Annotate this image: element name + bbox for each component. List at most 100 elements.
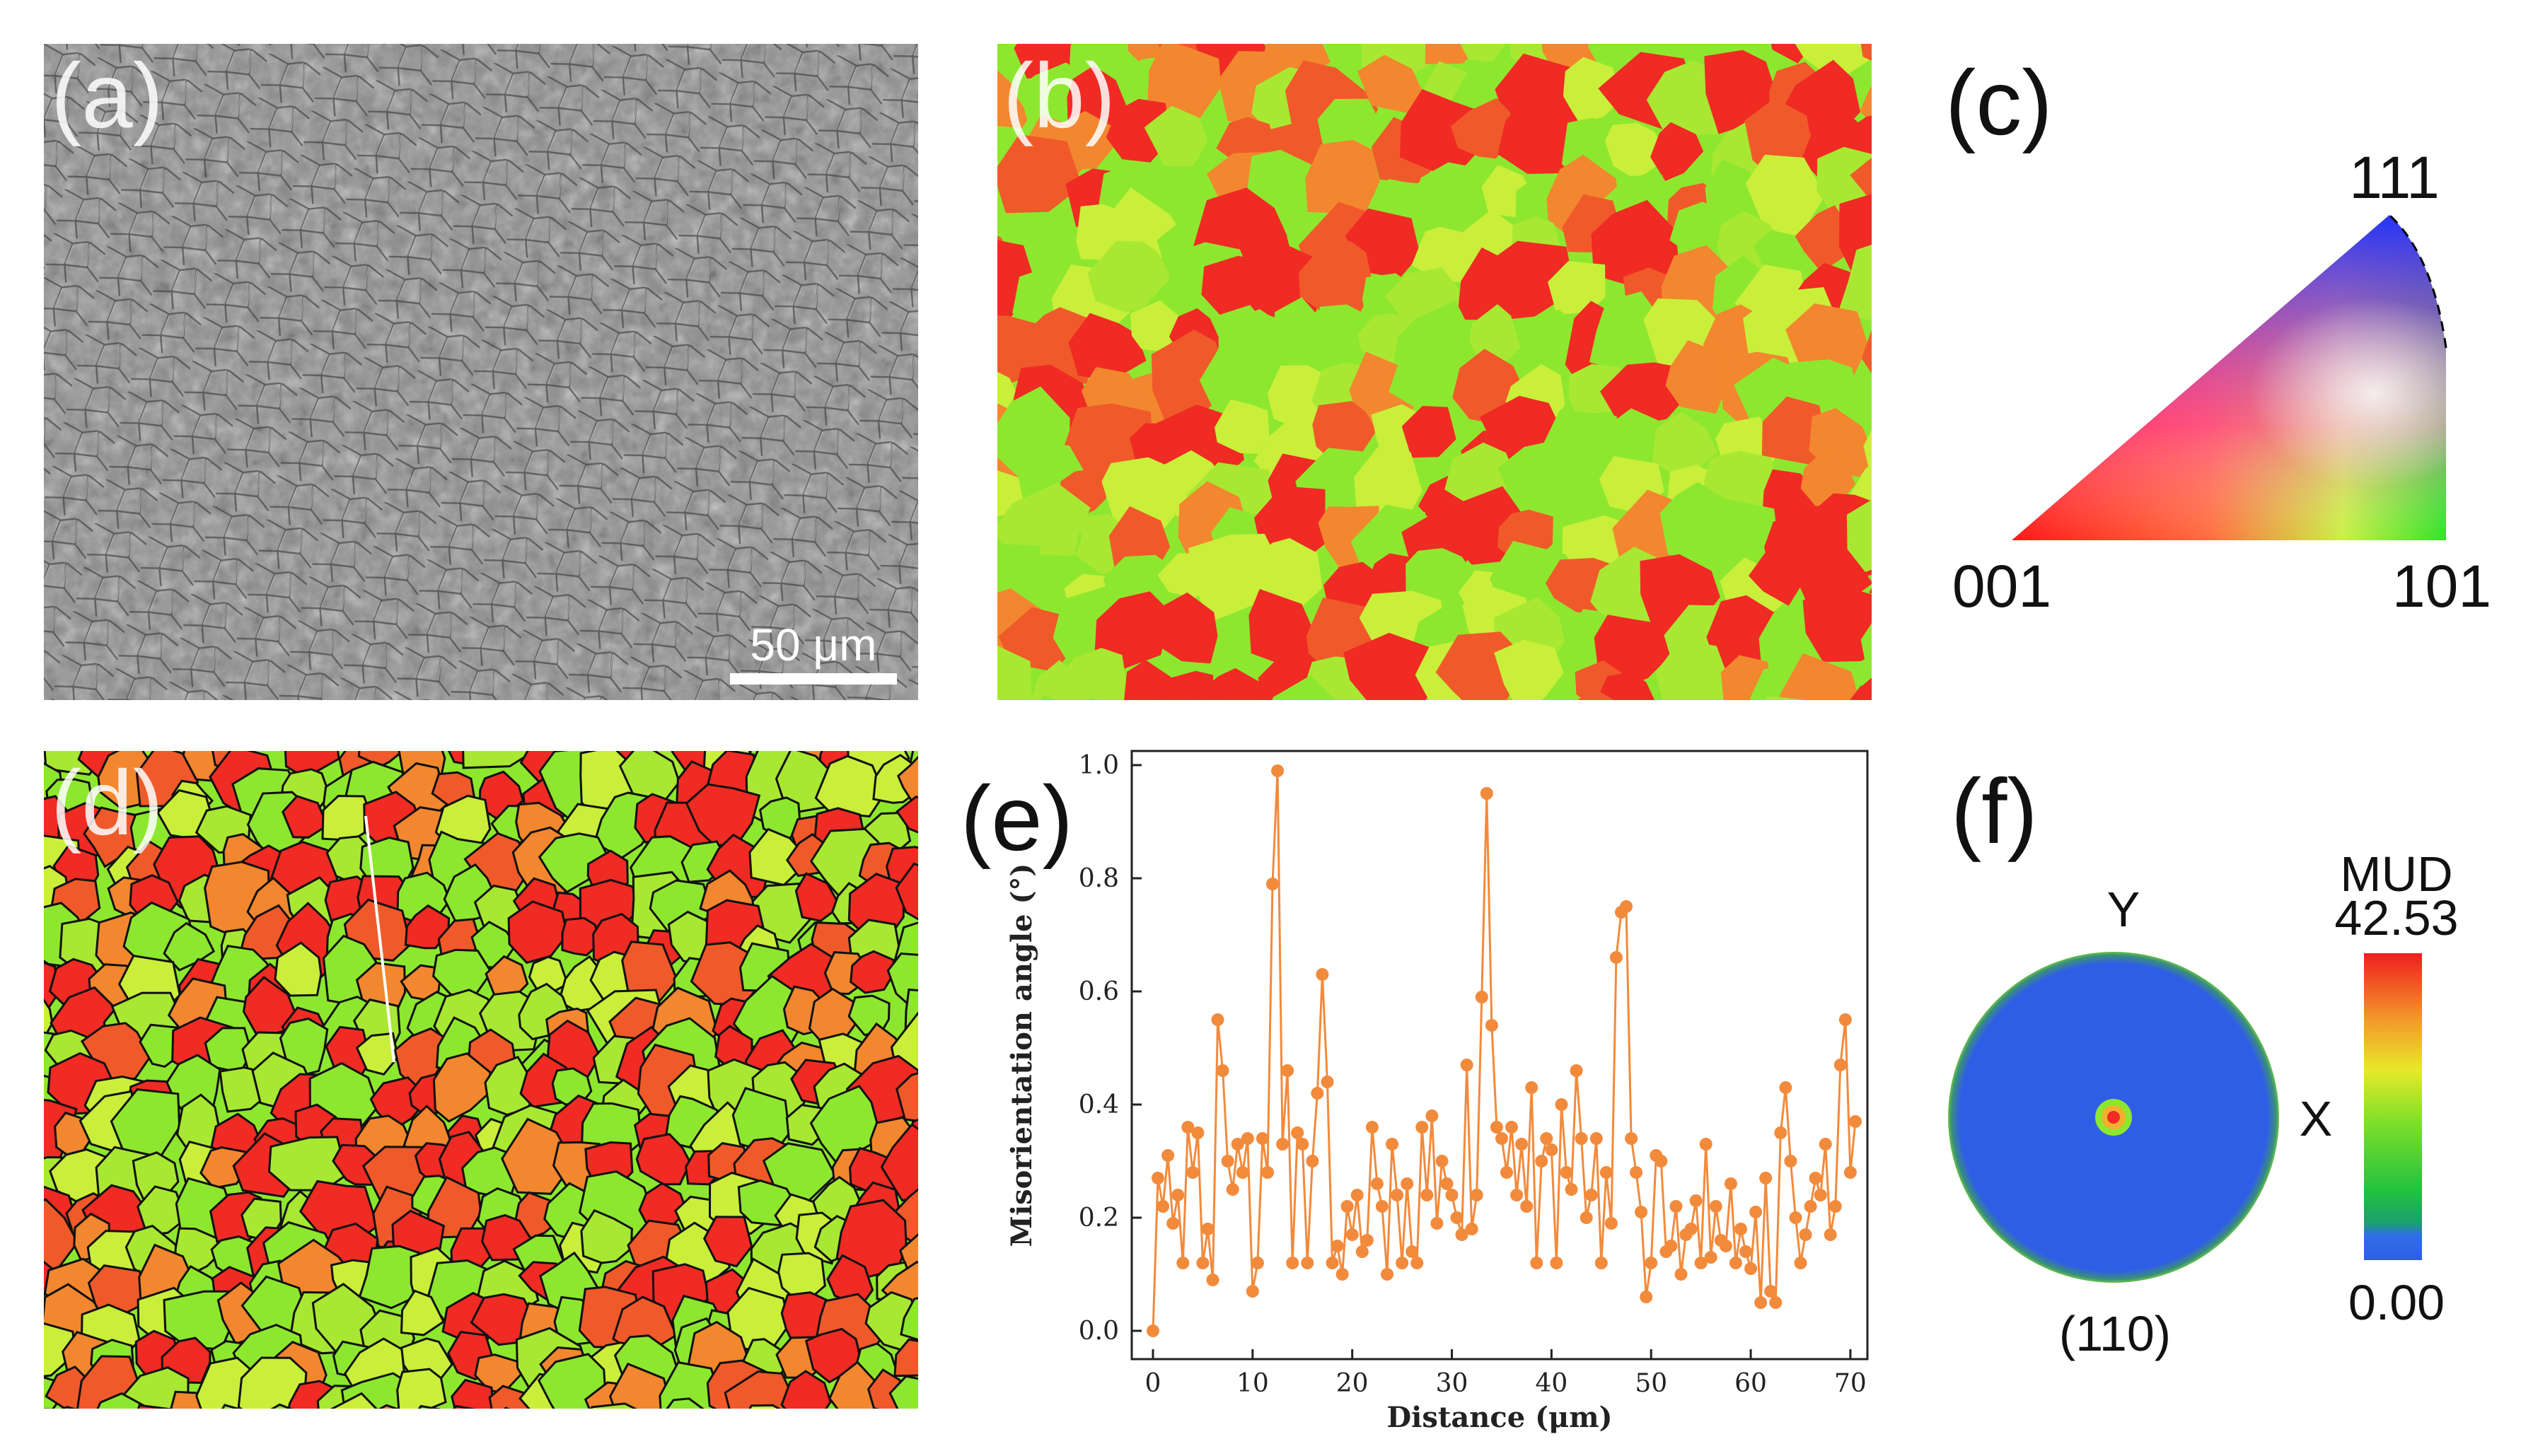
grain [96,1392,152,1409]
grain [1600,671,1655,700]
data-point [1201,1223,1215,1235]
data-point [1495,1132,1508,1145]
data-point [1769,1296,1783,1309]
data-point [1620,900,1633,913]
data-point [1849,1115,1862,1128]
grain [1106,98,1170,163]
grain [1594,615,1675,685]
grain [355,1032,400,1076]
grain [1604,122,1669,178]
grain [1054,648,1128,700]
grain [997,646,1032,700]
data-point [1425,1110,1439,1122]
data-point [1609,951,1623,964]
data-point [1256,1132,1269,1145]
data-point [1704,1251,1717,1264]
grain [561,916,602,957]
grain [888,1375,918,1409]
data-point [1450,1211,1464,1224]
data-point [1594,1257,1608,1269]
data-point [1635,1206,1648,1218]
grain [1069,44,1114,81]
y-axis-label: Misorientation angle (°) [1005,863,1038,1247]
data-point [1261,1166,1274,1179]
grain [893,1338,918,1378]
data-point [1345,1228,1359,1241]
data-point [1321,1076,1334,1088]
data-point [1779,1081,1792,1094]
data-point [1355,1245,1369,1258]
data-point [1575,1132,1588,1145]
x-tick-label: 70 [1834,1369,1867,1398]
data-point [1674,1268,1688,1281]
grain [1860,44,1872,62]
panel-label-c: (c) [1945,51,2053,154]
data-point [1360,1234,1374,1247]
grain [1563,57,1623,124]
grain [1211,683,1265,700]
grain [703,1216,753,1268]
grain [1274,297,1323,352]
grain [1860,623,1872,670]
corner-label-101: 101 [2392,553,2491,619]
data-point [1435,1155,1449,1167]
data-point [1829,1200,1842,1213]
data-point [1833,1059,1847,1071]
corner-label-001: 001 [1952,553,2051,619]
grain [1451,98,1514,159]
data-point [1161,1149,1175,1162]
data-point [1599,1166,1613,1179]
data-point [1391,1189,1404,1201]
data-point [1565,1183,1578,1196]
grain [814,755,886,818]
data-point [1216,1064,1229,1077]
grain [590,1402,638,1409]
grain [137,1185,188,1237]
data-point [1684,1223,1698,1235]
data-point [1719,1240,1732,1252]
data-point [1350,1189,1364,1201]
grain [1748,549,1805,606]
grain [1188,699,1191,700]
data-point [1689,1194,1703,1207]
grain [1435,631,1519,700]
panel-b: (b) [997,44,1872,700]
x-tick-label: 30 [1436,1369,1468,1398]
grain [1058,110,1115,170]
data-point [1246,1285,1259,1298]
grain [451,1378,494,1409]
x-tick-label: 50 [1635,1369,1667,1398]
grain [378,1404,400,1409]
data-point [1181,1121,1195,1134]
grain [1860,86,1872,124]
data-point [1226,1183,1239,1196]
data-point [1510,1189,1524,1201]
grain [1399,88,1483,175]
grain [896,1072,918,1122]
grain [900,1297,918,1341]
panel-label-d: (d) [51,751,163,854]
grain [1476,240,1575,320]
grain [666,1397,705,1409]
grain [501,1117,575,1195]
legend-min: 0.00 [2348,1275,2445,1330]
panel-d: (d) [44,751,918,1409]
data-point [1191,1126,1205,1139]
data-point [1709,1200,1722,1213]
grain [44,998,54,1042]
data-point [1515,1138,1529,1151]
grain [1087,240,1171,313]
grain [1413,162,1497,238]
grain [1846,499,1872,572]
grain [1029,217,1077,274]
ipf-triangle [2012,215,2446,540]
grain [850,950,896,994]
grain [1068,313,1147,380]
data-point [1326,1257,1339,1269]
data-point [1500,1166,1513,1179]
grain [1780,653,1860,700]
data-point [1475,991,1488,1003]
grain [1705,159,1761,216]
line-profile-marker [364,815,395,1063]
data-point [1645,1257,1658,1269]
